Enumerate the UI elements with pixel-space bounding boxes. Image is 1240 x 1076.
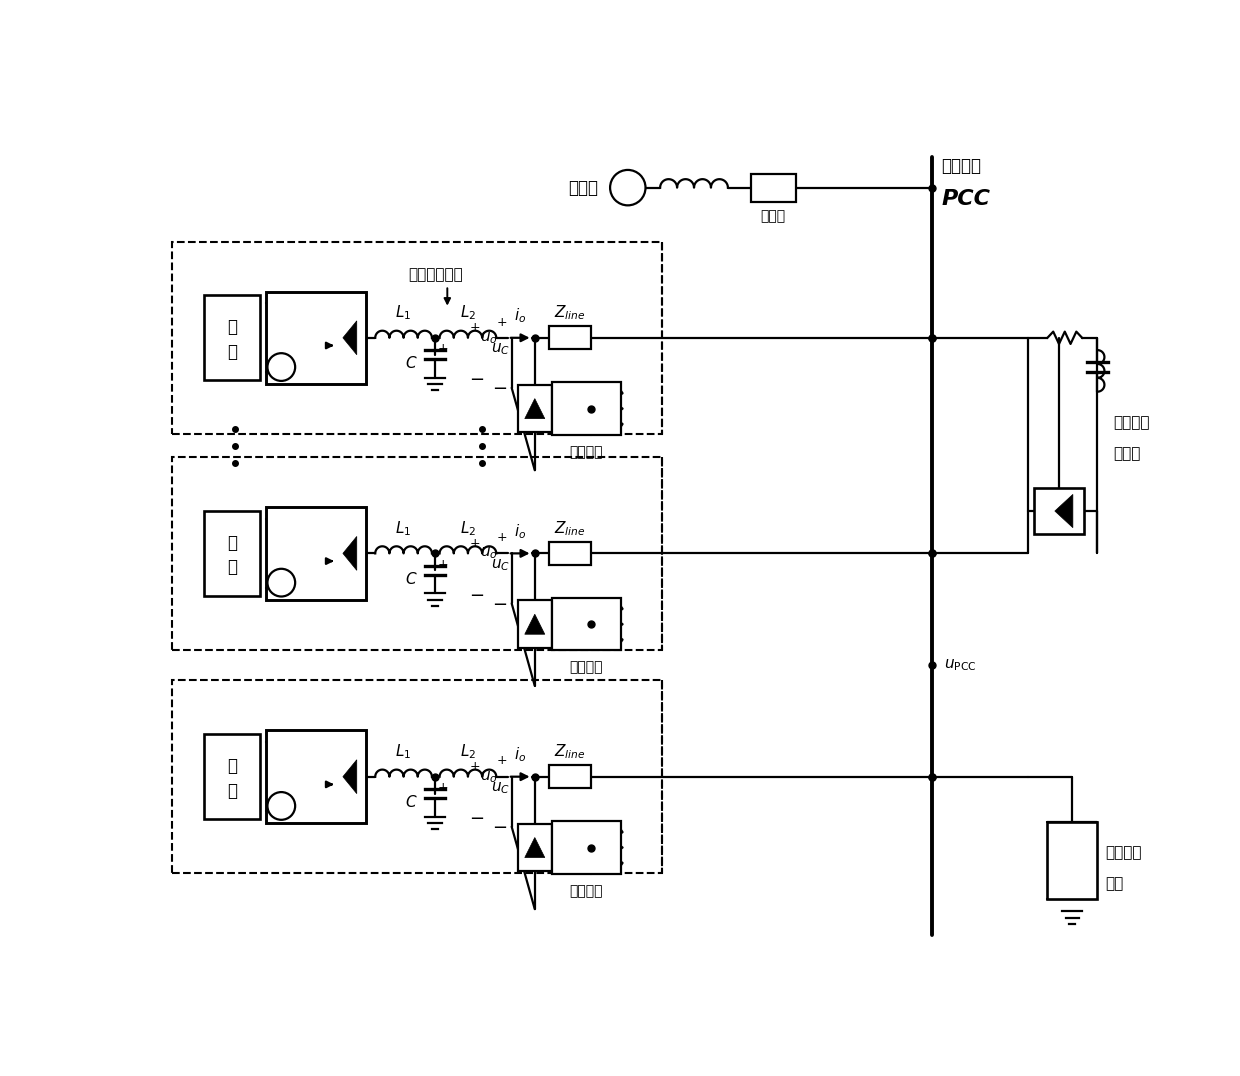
Bar	[205, 511, 259, 596]
Bar	[552, 821, 621, 874]
Polygon shape	[343, 321, 357, 355]
Text: $Z_{line}$: $Z_{line}$	[554, 520, 585, 538]
Bar	[548, 765, 591, 789]
Bar	[205, 734, 259, 819]
Text: $u_o$: $u_o$	[480, 769, 497, 784]
Text: $i_o$: $i_o$	[515, 746, 526, 764]
Text: $C$: $C$	[405, 570, 418, 586]
Text: −: −	[470, 586, 485, 605]
Text: 源: 源	[227, 781, 237, 799]
Text: 网侧滤波电感: 网侧滤波电感	[408, 267, 463, 282]
Text: $u_C$: $u_C$	[491, 557, 510, 572]
Text: $Z_{line}$: $Z_{line}$	[554, 303, 585, 323]
Circle shape	[268, 569, 295, 596]
Bar	[1047, 822, 1097, 900]
Text: 本地负荷: 本地负荷	[569, 444, 603, 458]
Bar	[548, 326, 591, 350]
Text: 源: 源	[227, 342, 237, 360]
Text: +: +	[470, 537, 480, 550]
Text: 负荷: 负荷	[1105, 876, 1123, 891]
Text: $L_2$: $L_2$	[460, 742, 476, 762]
Text: $u_o$: $u_o$	[480, 330, 497, 345]
Bar	[172, 241, 662, 434]
Text: 本地负荷: 本地负荷	[569, 661, 603, 675]
Text: 源: 源	[227, 558, 237, 577]
Text: 断路器: 断路器	[761, 209, 786, 223]
Text: $L_1$: $L_1$	[396, 520, 412, 538]
Text: +: +	[438, 342, 449, 355]
Text: −: −	[470, 810, 485, 827]
Text: $i_o$: $i_o$	[515, 307, 526, 325]
Text: $L_1$: $L_1$	[396, 303, 412, 323]
Circle shape	[268, 353, 295, 381]
Text: +: +	[438, 557, 449, 570]
Bar	[751, 174, 796, 201]
Text: $u_C$: $u_C$	[491, 780, 510, 796]
Text: −: −	[492, 596, 507, 613]
Bar	[205, 296, 259, 380]
Text: 微: 微	[227, 756, 237, 775]
Text: +: +	[438, 781, 449, 794]
Text: −: −	[492, 819, 507, 837]
Bar	[1034, 487, 1084, 534]
Text: 大电网: 大电网	[568, 179, 599, 197]
Text: $Z_{line}$: $Z_{line}$	[554, 742, 585, 762]
Circle shape	[610, 170, 646, 206]
Bar	[552, 598, 621, 650]
Text: 微: 微	[227, 318, 237, 336]
Text: PCC: PCC	[941, 189, 991, 209]
Polygon shape	[525, 614, 544, 634]
Text: $u_C$: $u_C$	[491, 341, 510, 357]
Text: 公共母线: 公共母线	[941, 157, 981, 175]
Text: +: +	[496, 754, 507, 767]
Bar	[265, 731, 366, 823]
Text: 性负荷: 性负荷	[1112, 445, 1141, 461]
Text: $L_2$: $L_2$	[460, 520, 476, 538]
Text: $C$: $C$	[405, 355, 418, 371]
Text: +: +	[470, 321, 480, 334]
Bar	[548, 542, 591, 565]
Bar	[172, 680, 662, 873]
Bar	[265, 292, 366, 384]
Text: −: −	[470, 371, 485, 388]
Bar	[552, 382, 621, 435]
Bar	[518, 823, 552, 872]
Bar	[518, 385, 552, 433]
Text: 公共线性: 公共线性	[1105, 846, 1142, 861]
Polygon shape	[525, 398, 544, 419]
Text: 公共非线: 公共非线	[1112, 415, 1149, 430]
Polygon shape	[343, 537, 357, 570]
Polygon shape	[1055, 494, 1073, 527]
Circle shape	[268, 792, 295, 820]
Text: 本地负荷: 本地负荷	[569, 883, 603, 897]
Bar	[172, 457, 662, 650]
Text: $L_1$: $L_1$	[396, 742, 412, 762]
Text: $u_\mathrm{PCC}$: $u_\mathrm{PCC}$	[944, 657, 976, 672]
Bar	[265, 507, 366, 599]
Text: −: −	[492, 380, 507, 398]
Text: $i_o$: $i_o$	[515, 522, 526, 541]
Text: $C$: $C$	[405, 794, 418, 810]
Text: +: +	[496, 315, 507, 328]
Text: +: +	[470, 760, 480, 773]
Text: $L_2$: $L_2$	[460, 303, 476, 323]
Text: 微: 微	[227, 534, 237, 552]
Polygon shape	[343, 760, 357, 794]
Polygon shape	[525, 837, 544, 858]
Text: $u_o$: $u_o$	[480, 546, 497, 562]
Bar	[518, 600, 552, 648]
Text: +: +	[496, 532, 507, 544]
